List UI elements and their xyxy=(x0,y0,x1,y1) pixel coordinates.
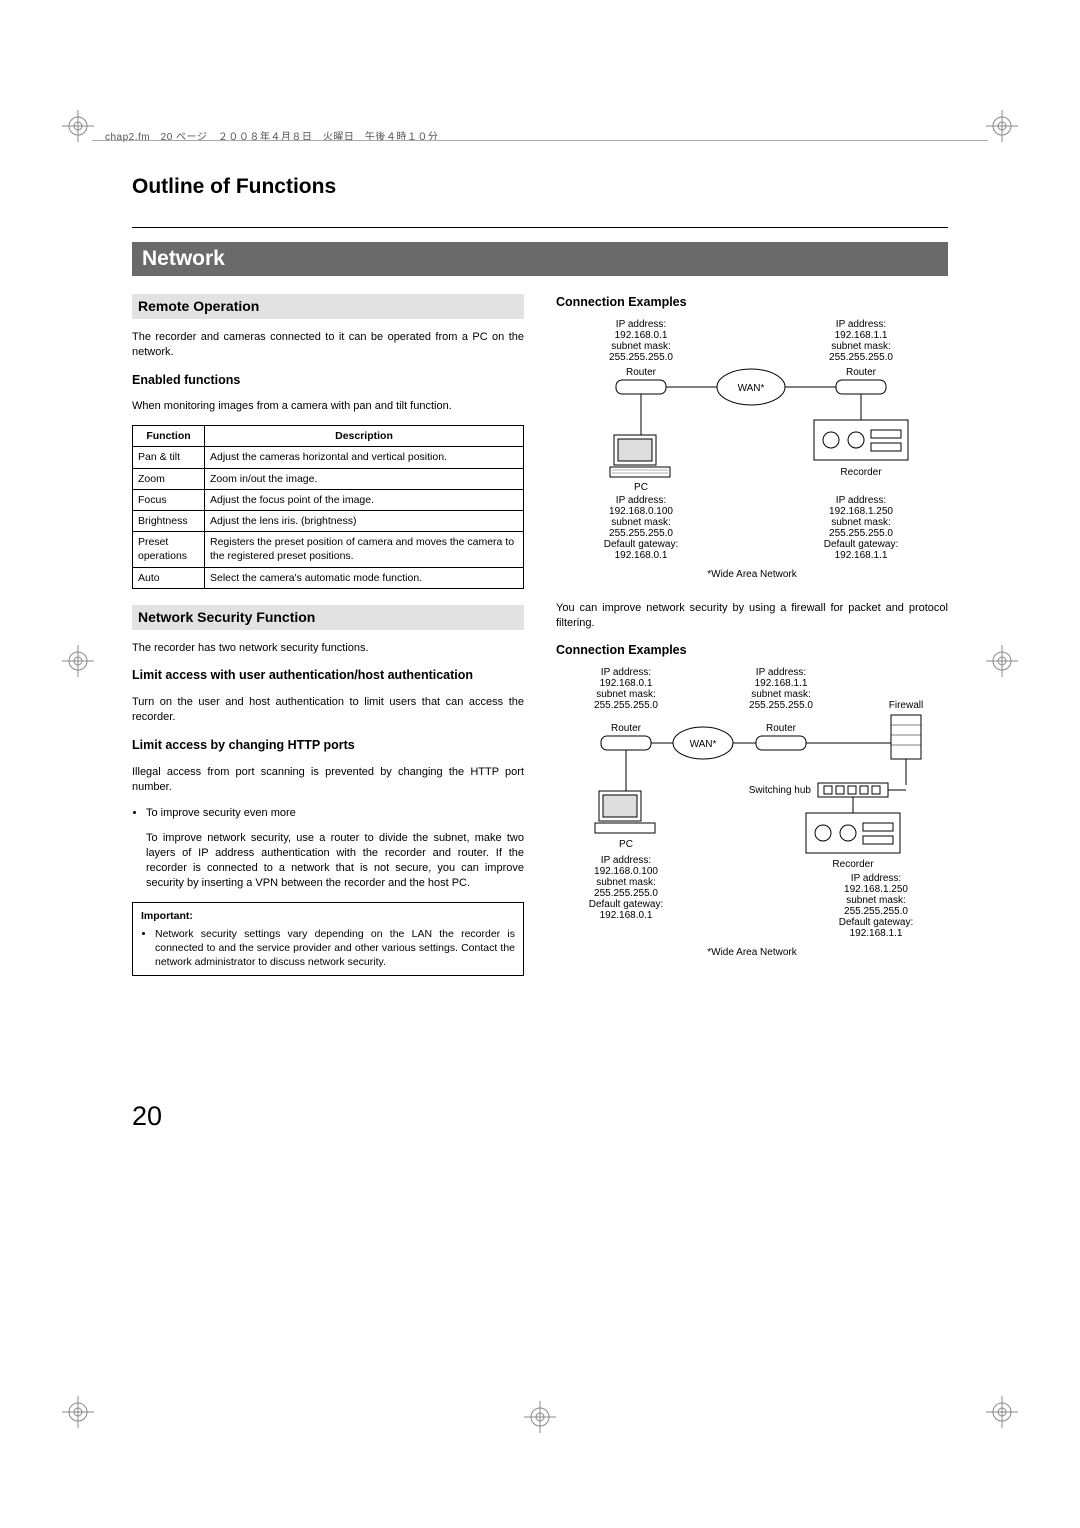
right-column: Connection Examples IP address:192.168.0… xyxy=(556,294,948,976)
cell: Adjust the focus point of the image. xyxy=(205,489,524,510)
d1-ip-left-top: IP address:192.168.0.1subnet mask:255.25… xyxy=(609,319,673,363)
d2-firewall-label: Firewall xyxy=(889,700,923,711)
cell: Preset operations xyxy=(133,532,205,567)
d1-router-l-label: Router xyxy=(626,367,657,378)
crop-mark-icon xyxy=(62,645,94,677)
crop-mark-icon xyxy=(524,1401,556,1433)
d1-wan-label: WAN* xyxy=(738,383,765,394)
page-content: Outline of Functions Network Remote Oper… xyxy=(132,175,948,976)
title-rule xyxy=(132,227,948,228)
section-heading-network: Network xyxy=(132,242,948,276)
cell: Zoom xyxy=(133,468,205,489)
limit-http-heading: Limit access by changing HTTP ports xyxy=(132,737,524,754)
limit-http-text: Illegal access from port scanning is pre… xyxy=(132,765,524,795)
header-rule xyxy=(92,140,988,141)
improve-bullet: To improve security even more xyxy=(146,806,524,821)
enabled-functions-text: When monitoring images from a camera wit… xyxy=(132,399,524,414)
th-function: Function xyxy=(133,426,205,447)
d2-pc-label: PC xyxy=(619,839,633,850)
d2-ip-left-top: IP address:192.168.0.1subnet mask:255.25… xyxy=(594,667,658,711)
d2-hub-label: Switching hub xyxy=(749,785,812,796)
important-box: Important: Network security settings var… xyxy=(132,902,524,977)
d1-wan-note: *Wide Area Network xyxy=(707,569,797,580)
remote-op-text: The recorder and cameras connected to it… xyxy=(132,330,524,360)
table-row: BrightnessAdjust the lens iris. (brightn… xyxy=(133,510,524,531)
important-text: Network security settings vary depending… xyxy=(155,927,515,970)
keyboard-icon xyxy=(595,823,655,833)
keyboard-icon xyxy=(610,467,670,477)
cell: Auto xyxy=(133,567,205,588)
table-row: Pan & tiltAdjust the cameras horizontal … xyxy=(133,447,524,468)
th-description: Description xyxy=(205,426,524,447)
table-row: AutoSelect the camera's automatic mode f… xyxy=(133,567,524,588)
d1-pc-label: PC xyxy=(634,482,648,493)
connection-examples-2-heading: Connection Examples xyxy=(556,642,948,659)
crop-mark-icon xyxy=(986,110,1018,142)
important-label: Important: xyxy=(141,909,515,923)
table-row: ZoomZoom in/out the image. xyxy=(133,468,524,489)
recorder-icon xyxy=(806,813,900,853)
table-row: Preset operationsRegisters the preset po… xyxy=(133,532,524,567)
table-header-row: Function Description xyxy=(133,426,524,447)
d2-recorder-label: Recorder xyxy=(832,859,874,870)
router-icon xyxy=(836,380,886,394)
network-diagram-1: IP address:192.168.0.1subnet mask:255.25… xyxy=(556,315,948,585)
crop-mark-icon xyxy=(62,110,94,142)
page-title: Outline of Functions xyxy=(132,175,948,199)
improve-list: To improve security even more xyxy=(132,806,524,821)
d2-ip-right-top: IP address:192.168.1.1subnet mask:255.25… xyxy=(749,667,813,711)
cell: Registers the preset position of camera … xyxy=(205,532,524,567)
functions-table: Function Description Pan & tiltAdjust th… xyxy=(132,425,524,588)
d2-wan-note: *Wide Area Network xyxy=(707,947,797,958)
cell: Adjust the lens iris. (brightness) xyxy=(205,510,524,531)
subsection-network-security: Network Security Function xyxy=(132,605,524,630)
limit-auth-text: Turn on the user and host authentication… xyxy=(132,695,524,725)
hub-icon xyxy=(818,783,888,797)
d2-wan-label: WAN* xyxy=(690,739,717,750)
improve-text: To improve network security, use a route… xyxy=(146,831,524,890)
cell: Pan & tilt xyxy=(133,447,205,468)
connection-examples-1-heading: Connection Examples xyxy=(556,294,948,311)
page-number: 20 xyxy=(132,1101,162,1132)
d2-router-l-label: Router xyxy=(611,723,642,734)
limit-auth-heading: Limit access with user authentication/ho… xyxy=(132,667,524,684)
d2-ip-right-bot: IP address:192.168.1.250subnet mask:255.… xyxy=(839,873,914,939)
d2-router-r-label: Router xyxy=(766,723,797,734)
router-icon xyxy=(756,736,806,750)
enabled-functions-heading: Enabled functions xyxy=(132,372,524,389)
cell: Zoom in/out the image. xyxy=(205,468,524,489)
table-row: FocusAdjust the focus point of the image… xyxy=(133,489,524,510)
cell: Adjust the cameras horizontal and vertic… xyxy=(205,447,524,468)
subsection-remote-operation: Remote Operation xyxy=(132,294,524,319)
firewall-text: You can improve network security by usin… xyxy=(556,601,948,631)
d1-router-r-label: Router xyxy=(846,367,877,378)
d1-recorder-label: Recorder xyxy=(840,467,882,478)
firewall-icon xyxy=(891,715,921,759)
d1-ip-right-bot: IP address:192.168.1.250subnet mask:255.… xyxy=(824,495,899,561)
crop-mark-icon xyxy=(986,645,1018,677)
router-icon xyxy=(616,380,666,394)
cell: Select the camera's automatic mode funct… xyxy=(205,567,524,588)
netsec-intro: The recorder has two network security fu… xyxy=(132,641,524,656)
cell: Brightness xyxy=(133,510,205,531)
cell: Focus xyxy=(133,489,205,510)
recorder-icon xyxy=(814,420,908,460)
d1-ip-right-top: IP address:192.168.1.1subnet mask:255.25… xyxy=(829,319,893,363)
d1-ip-left-bot: IP address:192.168.0.100subnet mask:255.… xyxy=(604,495,679,561)
left-column: Remote Operation The recorder and camera… xyxy=(132,294,524,976)
network-diagram-2: IP address:192.168.0.1subnet mask:255.25… xyxy=(556,663,948,963)
d2-ip-left-bot: IP address:192.168.0.100subnet mask:255.… xyxy=(589,855,664,921)
crop-mark-icon xyxy=(62,1396,94,1428)
router-icon xyxy=(601,736,651,750)
crop-mark-icon xyxy=(986,1396,1018,1428)
